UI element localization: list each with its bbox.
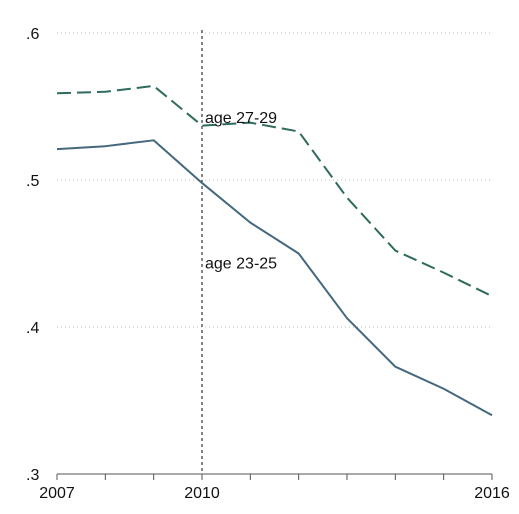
series-group [56, 84, 493, 417]
x-tick-label: 2016 [474, 485, 510, 502]
y-tick-label: .5 [26, 173, 39, 190]
annotations: age 27-29 age 23-25 [205, 110, 277, 273]
y-axis: .3 .4 .5 .6 [26, 26, 39, 484]
annotation-age-23-25: age 23-25 [205, 255, 277, 272]
gridlines [57, 32, 492, 328]
x-axis: 2007 2010 2016 [39, 473, 510, 502]
y-tick-label: .4 [26, 320, 39, 337]
series-line-age-23-25 [56, 139, 493, 417]
x-tick-label: 2007 [39, 485, 75, 502]
annotation-age-27-29: age 27-29 [205, 110, 277, 127]
y-tick-label: .3 [26, 467, 39, 484]
y-tick-label: .6 [26, 26, 39, 43]
series-line-age-27-29 [56, 84, 493, 298]
x-tick-label: 2010 [184, 485, 220, 502]
